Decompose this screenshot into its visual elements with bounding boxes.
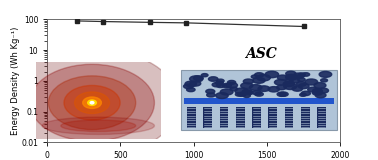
Circle shape [90, 102, 94, 104]
Circle shape [88, 100, 96, 105]
Circle shape [48, 76, 136, 130]
FancyBboxPatch shape [184, 72, 334, 97]
Circle shape [244, 91, 253, 95]
Circle shape [283, 81, 294, 87]
FancyBboxPatch shape [285, 107, 293, 128]
Circle shape [207, 93, 215, 97]
Circle shape [318, 88, 328, 93]
FancyBboxPatch shape [301, 107, 310, 128]
Circle shape [220, 89, 233, 95]
Circle shape [313, 89, 322, 93]
Circle shape [235, 88, 248, 94]
Circle shape [255, 92, 263, 96]
Circle shape [216, 93, 228, 99]
FancyBboxPatch shape [187, 107, 196, 128]
Circle shape [243, 94, 250, 97]
Ellipse shape [42, 117, 155, 134]
Circle shape [292, 86, 303, 91]
Circle shape [194, 76, 203, 80]
Circle shape [228, 80, 235, 84]
Circle shape [238, 92, 246, 96]
Circle shape [249, 85, 262, 90]
Circle shape [296, 75, 303, 78]
Ellipse shape [61, 120, 136, 132]
Circle shape [215, 81, 223, 85]
Circle shape [305, 79, 318, 85]
Circle shape [300, 93, 306, 96]
Circle shape [290, 78, 300, 83]
Circle shape [296, 82, 306, 86]
Circle shape [184, 84, 193, 89]
Circle shape [254, 73, 264, 77]
FancyBboxPatch shape [184, 105, 334, 129]
Circle shape [212, 83, 221, 87]
Circle shape [321, 79, 327, 82]
Circle shape [230, 87, 238, 91]
Circle shape [314, 83, 326, 88]
Circle shape [293, 73, 304, 78]
Circle shape [185, 81, 197, 87]
Circle shape [258, 86, 270, 91]
Circle shape [217, 79, 224, 83]
Circle shape [277, 92, 286, 96]
Circle shape [201, 74, 208, 77]
Circle shape [217, 84, 225, 88]
Circle shape [190, 76, 203, 82]
Circle shape [312, 90, 322, 95]
Circle shape [319, 71, 332, 77]
Circle shape [298, 84, 309, 89]
Circle shape [83, 97, 101, 108]
Circle shape [257, 75, 270, 81]
FancyBboxPatch shape [268, 107, 277, 128]
Circle shape [286, 71, 296, 76]
Circle shape [274, 80, 287, 85]
Circle shape [206, 89, 215, 94]
Circle shape [299, 73, 305, 76]
Circle shape [301, 91, 310, 96]
Circle shape [5, 49, 179, 156]
FancyBboxPatch shape [184, 98, 334, 104]
Circle shape [277, 85, 287, 90]
Circle shape [302, 73, 310, 76]
FancyBboxPatch shape [220, 107, 228, 128]
Circle shape [277, 75, 288, 80]
Circle shape [190, 81, 201, 86]
Circle shape [286, 74, 297, 80]
Circle shape [315, 93, 326, 98]
Circle shape [287, 75, 294, 78]
Circle shape [29, 64, 155, 141]
Circle shape [297, 78, 305, 81]
FancyBboxPatch shape [236, 107, 245, 128]
Circle shape [235, 93, 243, 96]
Circle shape [64, 85, 120, 120]
FancyBboxPatch shape [181, 70, 337, 130]
Circle shape [243, 79, 254, 84]
Circle shape [308, 87, 318, 92]
Circle shape [285, 79, 293, 83]
Circle shape [284, 83, 297, 89]
Circle shape [208, 77, 218, 81]
Y-axis label: Energy Density (Wh Kg⁻¹): Energy Density (Wh Kg⁻¹) [11, 27, 20, 135]
FancyBboxPatch shape [252, 107, 261, 128]
Circle shape [313, 89, 322, 94]
Circle shape [222, 83, 231, 88]
Circle shape [74, 92, 110, 113]
Circle shape [268, 87, 279, 92]
Circle shape [241, 83, 253, 88]
Circle shape [226, 83, 237, 88]
Circle shape [253, 78, 265, 83]
Circle shape [187, 88, 195, 92]
Circle shape [251, 75, 259, 79]
Circle shape [265, 71, 279, 78]
Circle shape [242, 89, 253, 94]
FancyBboxPatch shape [317, 107, 326, 128]
FancyBboxPatch shape [203, 107, 212, 128]
Circle shape [253, 91, 261, 95]
Text: ASC: ASC [245, 47, 277, 61]
Circle shape [279, 92, 288, 96]
